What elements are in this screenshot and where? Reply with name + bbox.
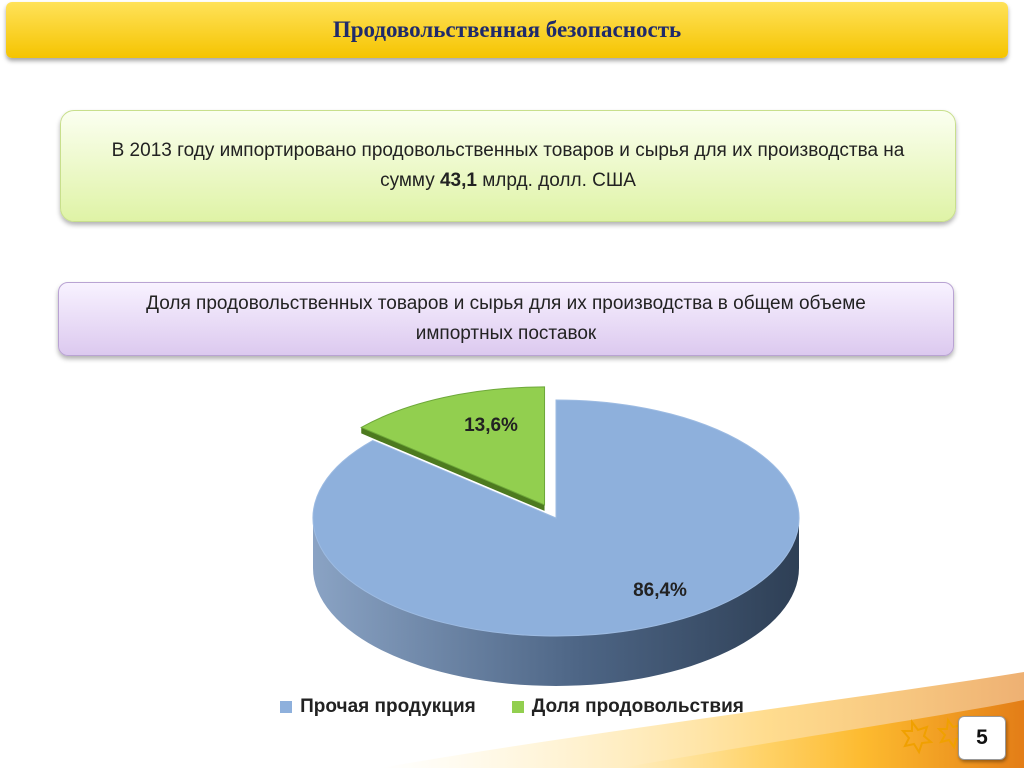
info-text-after: млрд. долл. США xyxy=(476,170,636,191)
chart-legend: Прочая продукция Доля продовольствия xyxy=(0,693,1024,721)
legend-swatch-food xyxy=(511,701,524,713)
legend-label-other: Прочая продукция xyxy=(300,696,476,717)
chart-title-box: Доля продовольственных товаров и сырья д… xyxy=(58,282,954,356)
chart-title: Доля продовольственных товаров и сырья д… xyxy=(146,293,866,344)
data-label-other: 86,4% xyxy=(633,580,687,601)
page-number: 5 xyxy=(958,716,1006,760)
pie-slice-other xyxy=(312,399,800,637)
legend-item: Доля продовольствия xyxy=(511,696,744,718)
slide-title: Продовольственная безопасность xyxy=(332,17,682,42)
legend-swatch-other xyxy=(280,701,293,713)
info-highlight-value: 43,1 xyxy=(439,170,477,191)
legend-label-food: Доля продовольствия xyxy=(531,696,744,717)
legend-item: Прочая продукция xyxy=(280,696,476,718)
pie-slice-food xyxy=(360,386,546,506)
pie-slice-food-edge xyxy=(361,427,545,511)
data-label-food: 13,6% xyxy=(464,415,518,436)
pie-chart: 86,4% 13,6% xyxy=(312,386,800,686)
title-bar: Продовольственная безопасность xyxy=(6,2,1008,58)
import-info-box: В 2013 году импортировано продовольствен… xyxy=(60,110,956,222)
info-text-before: В 2013 году импортировано продовольствен… xyxy=(111,140,905,191)
pie-slice-side xyxy=(313,518,799,686)
